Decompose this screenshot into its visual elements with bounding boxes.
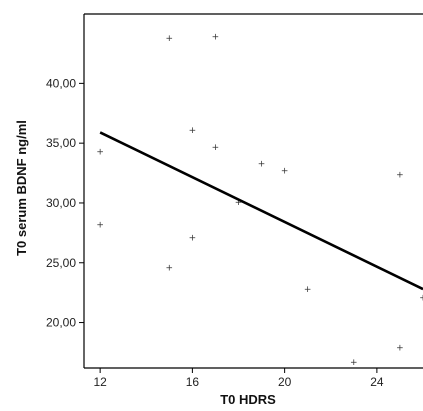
x-axis-label: T0 HDRS: [220, 392, 276, 407]
data-point-9: +: [235, 198, 243, 208]
data-point-3: +: [166, 34, 174, 44]
data-point-5: +: [189, 126, 197, 136]
y-tick-label-30: 30,00: [46, 196, 76, 210]
data-point-2: +: [96, 220, 104, 230]
plot-frame: [83, 13, 423, 369]
data-point-13: +: [350, 358, 358, 368]
regression-line-group: [99, 131, 423, 291]
data-point-8: +: [212, 143, 220, 153]
data-point-10: +: [258, 159, 266, 169]
y-tick-label-35: 35,00: [46, 136, 76, 150]
y-axis-label: T0 serum BDNF ng/ml: [14, 120, 29, 256]
x-tick-label-24: 24: [370, 375, 384, 389]
data-point-4: +: [166, 264, 174, 274]
data-point-7: +: [212, 33, 220, 43]
y-tick-label-20: 20,00: [46, 316, 76, 330]
x-tick-label-20: 20: [278, 375, 292, 389]
data-point-11: +: [281, 167, 289, 177]
y-tick-label-40: 40,00: [46, 76, 76, 90]
data-point-16: +: [419, 293, 423, 303]
data-point-15: +: [396, 344, 404, 354]
data-point-14: +: [396, 170, 404, 180]
data-points: + + + + + + + + + + + + + + + +: [96, 33, 423, 368]
data-point-1: +: [96, 148, 104, 158]
data-point-6: +: [189, 234, 197, 244]
y-tick-label-25: 25,00: [46, 256, 76, 270]
x-tick-label-16: 16: [186, 375, 200, 389]
x-tick-label-12: 12: [93, 375, 107, 389]
data-point-12: +: [304, 285, 312, 295]
ticks: 12 16 20 24 20,00 25,00 30,00 35,00 40,00: [46, 76, 384, 389]
regression-line: [99, 131, 423, 291]
